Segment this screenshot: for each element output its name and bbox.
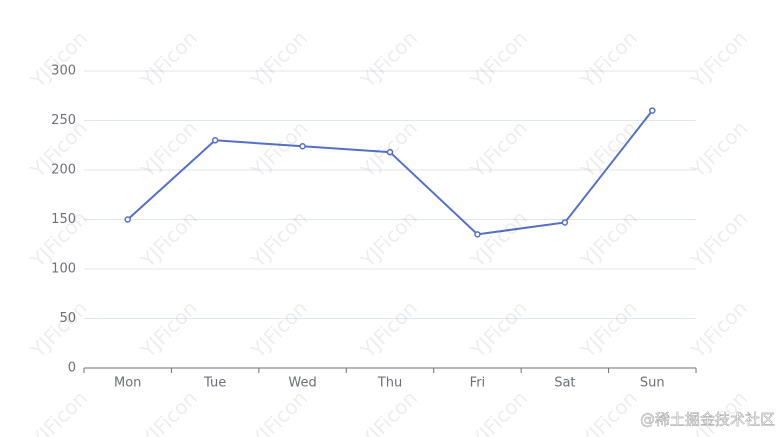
watermark: YJFicon bbox=[135, 296, 202, 363]
watermark: YJFicon bbox=[245, 296, 312, 363]
watermark: YJFicon bbox=[465, 296, 532, 363]
point bbox=[649, 107, 656, 114]
footer: @稀土掘金技术社区 bbox=[640, 411, 775, 429]
y-tick-label: 300 bbox=[51, 64, 76, 79]
point bbox=[474, 231, 481, 238]
watermark: YJFicon bbox=[355, 206, 422, 273]
watermark: YJFicon bbox=[575, 386, 642, 437]
x-tick-label: Sun bbox=[640, 376, 665, 391]
watermark: YJFicon bbox=[25, 26, 92, 93]
watermark: YJFicon bbox=[135, 116, 202, 183]
watermark: YJFicon bbox=[355, 26, 422, 93]
x-tick-label: Sat bbox=[554, 376, 575, 391]
watermark: YJFicon bbox=[575, 116, 642, 183]
y-tick-label: 150 bbox=[51, 212, 76, 227]
watermark: YJFicon bbox=[245, 26, 312, 93]
watermark: YJFicon bbox=[245, 206, 312, 273]
watermark: YJFicon bbox=[685, 206, 752, 273]
watermark: YJFicon bbox=[465, 116, 532, 183]
watermark: YJFicon bbox=[465, 386, 532, 437]
y-tick-label: 0 bbox=[68, 361, 76, 376]
y-tick-label: 50 bbox=[59, 311, 76, 326]
x-tick-label: Fri bbox=[470, 376, 486, 391]
watermark: YJFicon bbox=[355, 296, 422, 363]
watermark: YJFicon bbox=[575, 206, 642, 273]
watermark: YJFicon bbox=[135, 206, 202, 273]
x-tick-label: Mon bbox=[114, 376, 141, 391]
line bbox=[127, 109, 654, 236]
x-tick-label: Tue bbox=[203, 376, 226, 391]
y-tick-label: 200 bbox=[51, 163, 76, 178]
watermark: YJFicon bbox=[685, 26, 752, 93]
point bbox=[299, 142, 306, 150]
watermark: YJFicon bbox=[135, 26, 202, 93]
watermark: YJFicon bbox=[25, 296, 92, 363]
x-tick-label: Wed bbox=[288, 376, 316, 391]
x-tick-label: Thu bbox=[377, 376, 402, 391]
watermark: YJFicon bbox=[25, 386, 92, 437]
point bbox=[211, 137, 219, 144]
point bbox=[561, 219, 569, 226]
watermark: YJFicon bbox=[245, 386, 312, 437]
y-tick-label: 250 bbox=[51, 113, 76, 128]
watermark: YJFicon bbox=[355, 386, 422, 437]
point bbox=[386, 148, 394, 156]
watermark: YJFicon bbox=[465, 206, 532, 273]
watermark: YJFicon bbox=[575, 26, 642, 93]
watermark: YJFicon bbox=[685, 296, 752, 363]
watermark: YJFicon bbox=[465, 26, 532, 93]
watermark: YJFicon bbox=[575, 296, 642, 363]
watermark: YJFicon bbox=[135, 386, 202, 437]
watermark: YJFicon bbox=[685, 116, 752, 183]
point bbox=[124, 216, 131, 223]
y-tick-label: 100 bbox=[51, 262, 76, 277]
